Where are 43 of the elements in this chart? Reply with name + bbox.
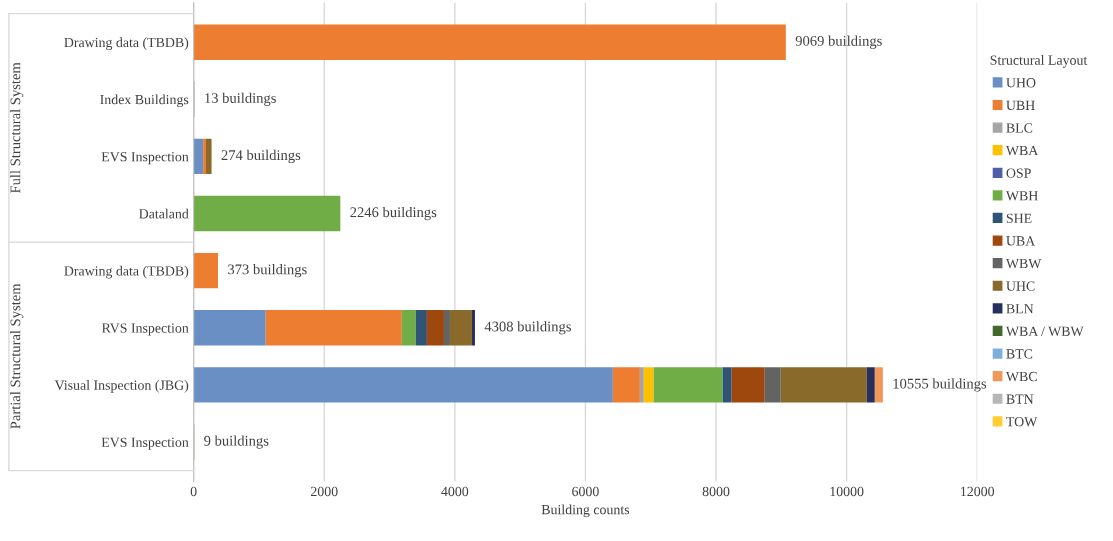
x-tick-label: 0 [190,486,197,497]
legend-label: WBC [1005,371,1037,382]
legend-label: WBA [1005,145,1039,156]
legend-label: SHE [1006,213,1032,223]
total-label: 2246 buildings [350,206,437,221]
total-label: 10555 buildings [893,378,987,392]
legend-label: UHO [1006,78,1036,88]
total-label: 9069 buildings [795,35,882,49]
legend-label: UBH [1006,100,1035,111]
y-tick-label: EVS Inspection [101,152,189,165]
y-tick-label: Dataland [139,208,189,219]
y-tick-label: Drawing data (TBDB) [64,265,189,279]
x-tick-label: 10000 [830,486,864,497]
legend-label: WBH [1005,191,1038,201]
legend-label: OSP [1006,168,1031,178]
y-tick-label: Visual Inspection (JBG) [54,380,189,393]
legend-title: Structural Layout [990,55,1088,68]
legend-label: WBW [1005,258,1042,269]
legend-label: UHC [1006,281,1035,291]
y-tick-label: EVS Inspection [101,437,189,450]
x-tick-label: 6000 [572,486,599,497]
legend-label: TOW [1006,417,1038,427]
legend-label: WBA / WBW [1005,326,1084,337]
x-tick-label: 8000 [702,486,730,497]
total-label: 373 buildings [228,264,307,278]
x-axis-title: Building counts [541,504,630,518]
total-label: 274 buildings [221,149,301,164]
legend-label: BLN [1006,304,1034,314]
total-label: 13 buildings [205,92,276,106]
y-tick-label: RVS Inspection [101,323,189,336]
legend-label: UBA [1006,236,1036,246]
legend-label: BTC [1006,349,1033,359]
total-label: 9 buildings [204,435,269,449]
legend-label: BLC [1006,123,1033,133]
x-tick-label: 4000 [441,486,469,497]
text: Full Structural System [10,62,24,194]
text: Partial Structural System [10,283,24,429]
y-tick-label: Index Buildings [100,94,189,108]
x-tick-label: 12000 [961,486,995,497]
total-label: 4308 buildings [484,321,571,335]
y-tick-label: Drawing data (TBDB) [64,37,189,50]
legend-label: BTN [1006,394,1034,404]
x-tick-label: 2000 [310,486,338,497]
